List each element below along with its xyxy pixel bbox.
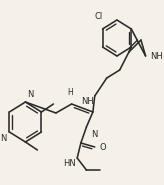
Text: HN: HN [63,159,76,168]
Text: O: O [99,142,106,152]
Text: NH: NH [81,97,94,106]
Text: NH: NH [150,51,163,60]
Text: N: N [27,90,34,99]
Text: Cl: Cl [95,12,103,21]
Text: H: H [67,88,73,97]
Text: N: N [91,130,97,139]
Text: N: N [0,134,7,143]
